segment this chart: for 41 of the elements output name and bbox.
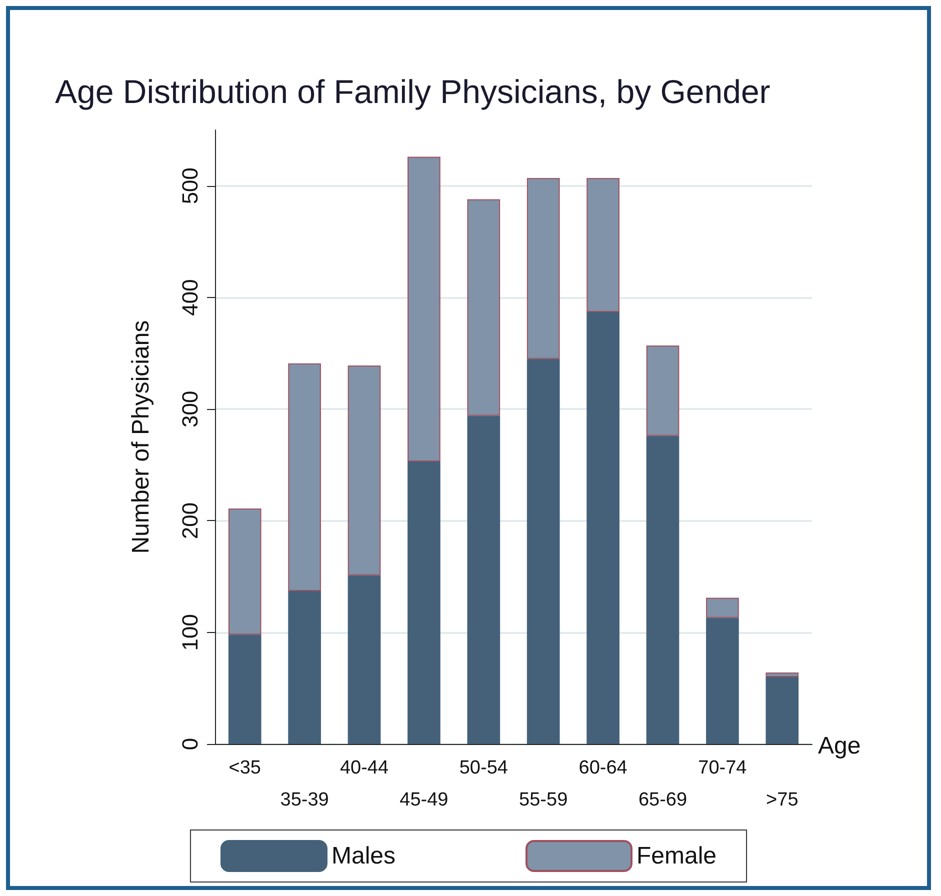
y-tick-label: 400 <box>178 279 202 316</box>
x-tick-label: 45-49 <box>400 790 448 810</box>
x-tick-label: >75 <box>766 790 798 810</box>
y-tick-label: 300 <box>178 390 202 428</box>
bar <box>706 618 739 744</box>
y-axis-title: Number of Physicians <box>128 320 154 554</box>
bar <box>348 366 381 576</box>
bar <box>348 575 381 744</box>
bar <box>646 436 680 744</box>
y-tick-label: 0 <box>178 738 202 750</box>
bar <box>586 178 620 312</box>
bar <box>766 677 799 744</box>
x-tick-label: 65-69 <box>638 790 688 810</box>
bar <box>526 178 560 359</box>
x-tick-label: 35-39 <box>280 790 329 810</box>
legend-label: Female <box>636 842 717 870</box>
bar <box>586 312 620 744</box>
bar <box>228 508 262 635</box>
y-tick-label: 100 <box>178 614 202 651</box>
chart-title: Age Distribution of Family Physicians, by Gender <box>55 73 770 110</box>
x-tick-label: 70-74 <box>698 758 748 778</box>
bar <box>288 363 321 592</box>
bar <box>766 672 799 678</box>
bar <box>288 591 321 744</box>
x-tick-label: 40-44 <box>340 758 389 778</box>
bar <box>408 462 440 744</box>
bar <box>526 358 560 744</box>
bar <box>467 199 500 416</box>
bar <box>706 598 739 618</box>
x-tick-label: <35 <box>228 758 261 778</box>
bar <box>467 416 500 744</box>
x-tick-label: 50-54 <box>459 758 508 778</box>
bar <box>228 634 262 744</box>
bar <box>408 156 440 462</box>
x-tick-label: 60-64 <box>578 758 628 778</box>
x-tick-label: 55-59 <box>519 790 568 810</box>
y-tick-label: 500 <box>178 167 202 204</box>
y-tick-label: 200 <box>178 502 202 540</box>
legend-label: Males <box>331 842 396 870</box>
x-axis-title: Age <box>818 732 861 760</box>
bar <box>646 345 680 436</box>
